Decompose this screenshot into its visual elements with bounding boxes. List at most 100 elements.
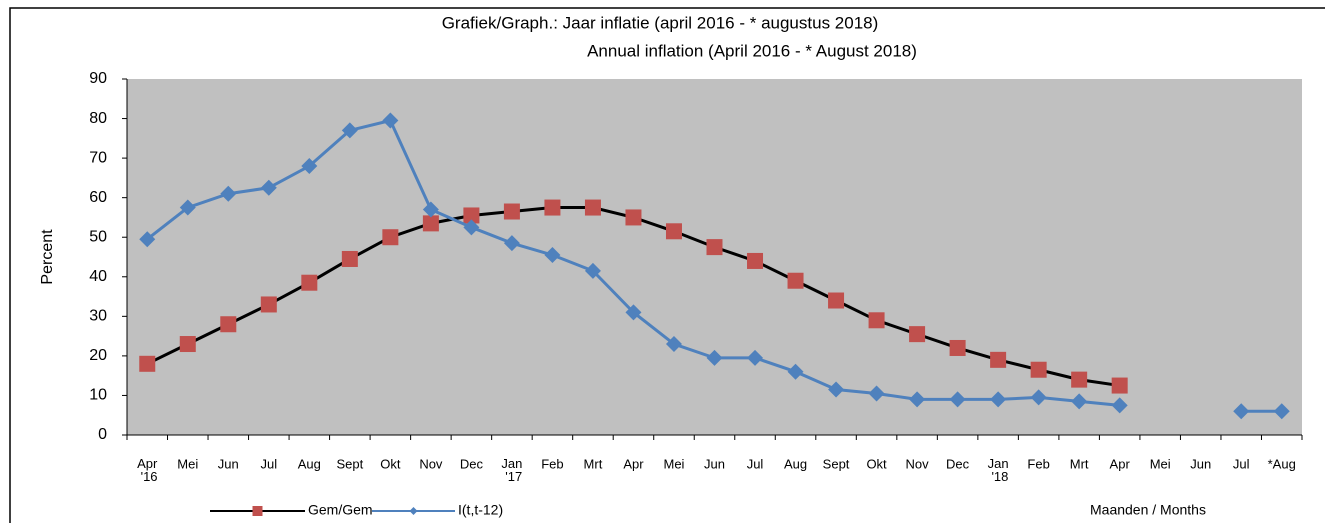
marker bbox=[1030, 389, 1047, 406]
y-tick-label: 60 bbox=[89, 189, 107, 206]
marker bbox=[868, 312, 885, 329]
x-tick-label: Okt bbox=[866, 456, 887, 471]
marker bbox=[706, 349, 723, 366]
x-tick-label: Jun bbox=[1190, 456, 1211, 471]
chart-title: Grafiek/Graph.: Jaar inflatie (april 201… bbox=[442, 13, 879, 32]
x-axis-label: Maanden / Months bbox=[1090, 502, 1206, 518]
marker bbox=[990, 351, 1007, 368]
y-tick-label: 70 bbox=[89, 149, 107, 166]
legend-marker bbox=[252, 506, 263, 516]
marker bbox=[949, 391, 966, 408]
marker bbox=[463, 219, 480, 236]
x-tick-label: Mei bbox=[177, 456, 198, 471]
x-tick-label: Jun bbox=[704, 456, 725, 471]
marker bbox=[422, 201, 439, 218]
x-tick-label: Mrt bbox=[1070, 456, 1089, 471]
x-tick-label: Jun bbox=[218, 456, 239, 471]
marker bbox=[909, 391, 926, 408]
marker bbox=[382, 229, 399, 246]
marker bbox=[260, 296, 277, 313]
marker bbox=[341, 122, 358, 139]
y-tick-label: 80 bbox=[89, 110, 107, 127]
marker bbox=[1233, 403, 1250, 420]
x-tick-label: Mei bbox=[1150, 456, 1171, 471]
marker bbox=[220, 185, 237, 202]
marker bbox=[1071, 371, 1088, 388]
marker bbox=[260, 179, 277, 196]
x-tick-label: Apr bbox=[1110, 456, 1131, 471]
marker bbox=[909, 326, 926, 343]
marker bbox=[1071, 393, 1088, 410]
y-tick-label: 10 bbox=[89, 387, 107, 404]
marker bbox=[544, 247, 561, 264]
marker bbox=[747, 252, 764, 269]
marker bbox=[787, 363, 804, 380]
marker bbox=[341, 250, 358, 267]
marker bbox=[463, 207, 480, 224]
marker bbox=[706, 239, 723, 256]
x-tick-label: Mrt bbox=[584, 456, 603, 471]
x-tick-label: Sept bbox=[823, 456, 850, 471]
x-tick-label: Jul bbox=[260, 456, 277, 471]
legend-label: I(t,t-12) bbox=[458, 502, 503, 518]
marker bbox=[828, 381, 845, 398]
marker bbox=[747, 349, 764, 366]
x-tick-label: Dec bbox=[946, 456, 970, 471]
x-tick-label: *Aug bbox=[1268, 456, 1296, 471]
x-tick-label: Jul bbox=[747, 456, 764, 471]
marker bbox=[220, 316, 237, 333]
marker bbox=[139, 231, 156, 248]
x-tick-label: Apr bbox=[623, 456, 644, 471]
marker bbox=[544, 199, 561, 216]
marker bbox=[179, 199, 196, 216]
chart-subtitle: Annual inflation (April 2016 - * August … bbox=[587, 41, 917, 60]
marker bbox=[1111, 397, 1128, 414]
marker bbox=[301, 158, 318, 175]
marker bbox=[382, 112, 399, 129]
legend-label: Gem/Gem bbox=[308, 502, 373, 518]
marker bbox=[139, 355, 156, 372]
x-tick-label: Jan '17 bbox=[501, 456, 522, 484]
y-tick-label: 20 bbox=[89, 347, 107, 364]
marker bbox=[503, 203, 520, 220]
marker bbox=[949, 339, 966, 356]
marker bbox=[990, 391, 1007, 408]
x-tick-label: Nov bbox=[419, 456, 443, 471]
x-tick-label: Dec bbox=[460, 456, 484, 471]
x-tick-label: Sept bbox=[336, 456, 363, 471]
x-tick-label: Nov bbox=[906, 456, 930, 471]
x-tick-label: Aug bbox=[298, 456, 321, 471]
marker bbox=[828, 292, 845, 309]
marker bbox=[503, 235, 520, 252]
x-tick-label: Apr '16 bbox=[137, 456, 158, 484]
plot-area bbox=[127, 79, 1302, 435]
marker bbox=[665, 336, 682, 353]
marker bbox=[1111, 377, 1128, 394]
legend-marker bbox=[409, 507, 418, 515]
y-tick-label: 40 bbox=[89, 268, 107, 285]
x-tick-label: Jan '18 bbox=[988, 456, 1009, 484]
marker bbox=[625, 209, 642, 226]
frame bbox=[9, 7, 1325, 523]
marker bbox=[179, 336, 196, 353]
x-tick-label: Jul bbox=[1233, 456, 1250, 471]
marker bbox=[422, 215, 439, 232]
marker bbox=[787, 272, 804, 289]
marker bbox=[584, 199, 601, 216]
marker bbox=[1273, 403, 1290, 420]
y-tick-label: 50 bbox=[89, 228, 107, 245]
marker bbox=[665, 223, 682, 240]
marker bbox=[868, 385, 885, 402]
marker bbox=[301, 274, 318, 291]
marker bbox=[625, 304, 642, 321]
x-tick-label: Aug bbox=[784, 456, 807, 471]
x-tick-label: Mei bbox=[664, 456, 685, 471]
y-tick-label: 0 bbox=[98, 426, 107, 443]
marker bbox=[1030, 361, 1047, 378]
x-tick-label: Feb bbox=[541, 456, 563, 471]
y-tick-label: 90 bbox=[89, 70, 107, 87]
x-tick-label: Feb bbox=[1027, 456, 1049, 471]
x-tick-label: Okt bbox=[380, 456, 401, 471]
y-tick-label: 30 bbox=[89, 308, 107, 325]
